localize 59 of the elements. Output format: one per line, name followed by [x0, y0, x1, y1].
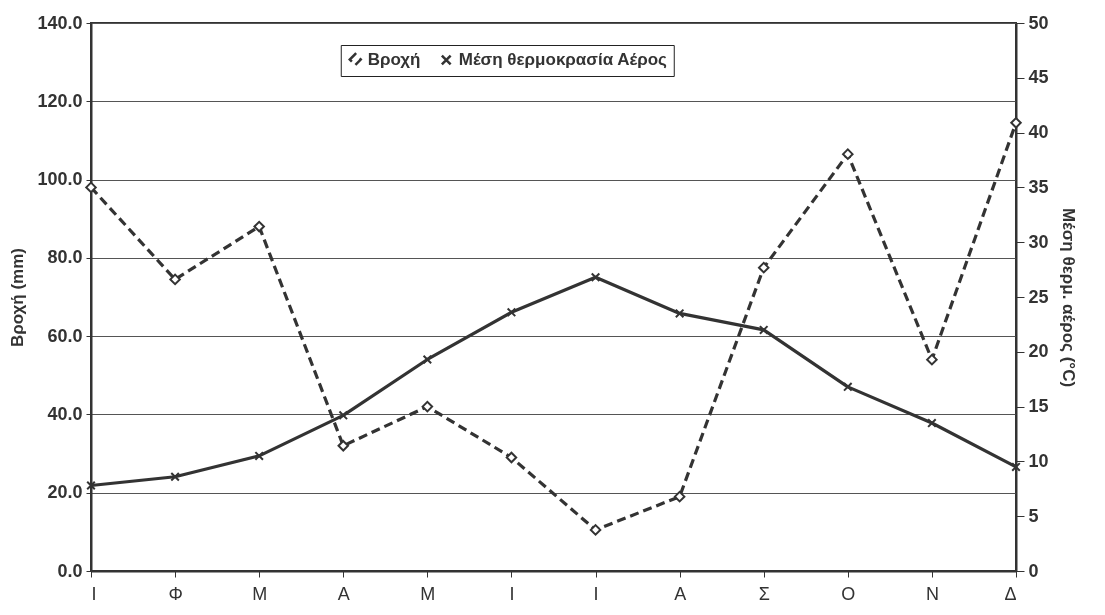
y-axis-title: Βροχή (mm)	[8, 247, 28, 348]
point	[757, 261, 770, 274]
point	[253, 220, 265, 233]
y2-tick-label: 25	[1028, 286, 1049, 307]
point	[85, 181, 97, 194]
point	[1010, 117, 1022, 129]
point	[674, 308, 685, 319]
y2-tick-label: 10	[1028, 450, 1049, 471]
y2-tick-label: 20	[1028, 341, 1049, 362]
point	[589, 524, 602, 536]
point	[170, 471, 180, 482]
x-tick-label: Σ	[758, 583, 770, 604]
y-tick-label: 80.0	[47, 247, 83, 268]
x-tick-label: Α	[337, 583, 350, 604]
x-tick-label: Φ	[168, 583, 183, 604]
point	[338, 410, 349, 421]
point	[1011, 462, 1021, 472]
y2-tick-label: 30	[1028, 231, 1049, 252]
point	[254, 451, 264, 461]
y2-tick-label: 40	[1028, 122, 1049, 143]
y-tick-label: 140.0	[37, 12, 83, 33]
y-tick-label: 120.0	[37, 90, 83, 111]
point	[842, 148, 854, 160]
x-tick-label: Μ	[252, 583, 268, 604]
y2-tick-label: 50	[1028, 12, 1049, 33]
point	[505, 451, 518, 464]
point	[590, 272, 601, 283]
point	[506, 307, 517, 318]
point	[169, 273, 181, 286]
point	[926, 353, 938, 366]
y2-tick-label: 5	[1028, 505, 1039, 526]
x-tick-label: Ι	[91, 583, 97, 604]
y-tick-label: 0.0	[57, 560, 83, 581]
point	[758, 325, 769, 335]
point	[927, 418, 937, 428]
y2-tick-label: 35	[1028, 176, 1049, 197]
x-tick-label: Α	[674, 583, 687, 604]
y2-axis-title: Μέση θερμ. αέρος (°C)	[1058, 207, 1078, 388]
x-tick-label: Μ	[420, 583, 436, 604]
legend-label: Μέση θερμοκρασία Αέρος	[458, 50, 668, 70]
y-tick-label: 20.0	[47, 482, 83, 503]
y2-tick-label: 45	[1028, 67, 1049, 88]
legend-label: Βροχή	[367, 49, 421, 69]
y-tick-label: 60.0	[47, 325, 83, 346]
x-tick-label: Ν	[925, 583, 939, 604]
x-tick-label: Ο	[841, 583, 856, 604]
point	[86, 480, 96, 491]
y2-tick-label: 15	[1028, 396, 1049, 417]
y-tick-label: 100.0	[37, 169, 83, 190]
point	[422, 354, 433, 365]
y-tick-label: 40.0	[47, 403, 83, 424]
y2-tick-label: 0	[1028, 560, 1039, 581]
point	[337, 440, 350, 452]
point	[421, 400, 434, 413]
x-tick-label: Ι	[593, 583, 599, 604]
point	[843, 382, 853, 392]
x-tick-label: Δ	[1004, 583, 1017, 604]
point	[673, 490, 686, 503]
x-tick-label: Ι	[509, 583, 515, 604]
